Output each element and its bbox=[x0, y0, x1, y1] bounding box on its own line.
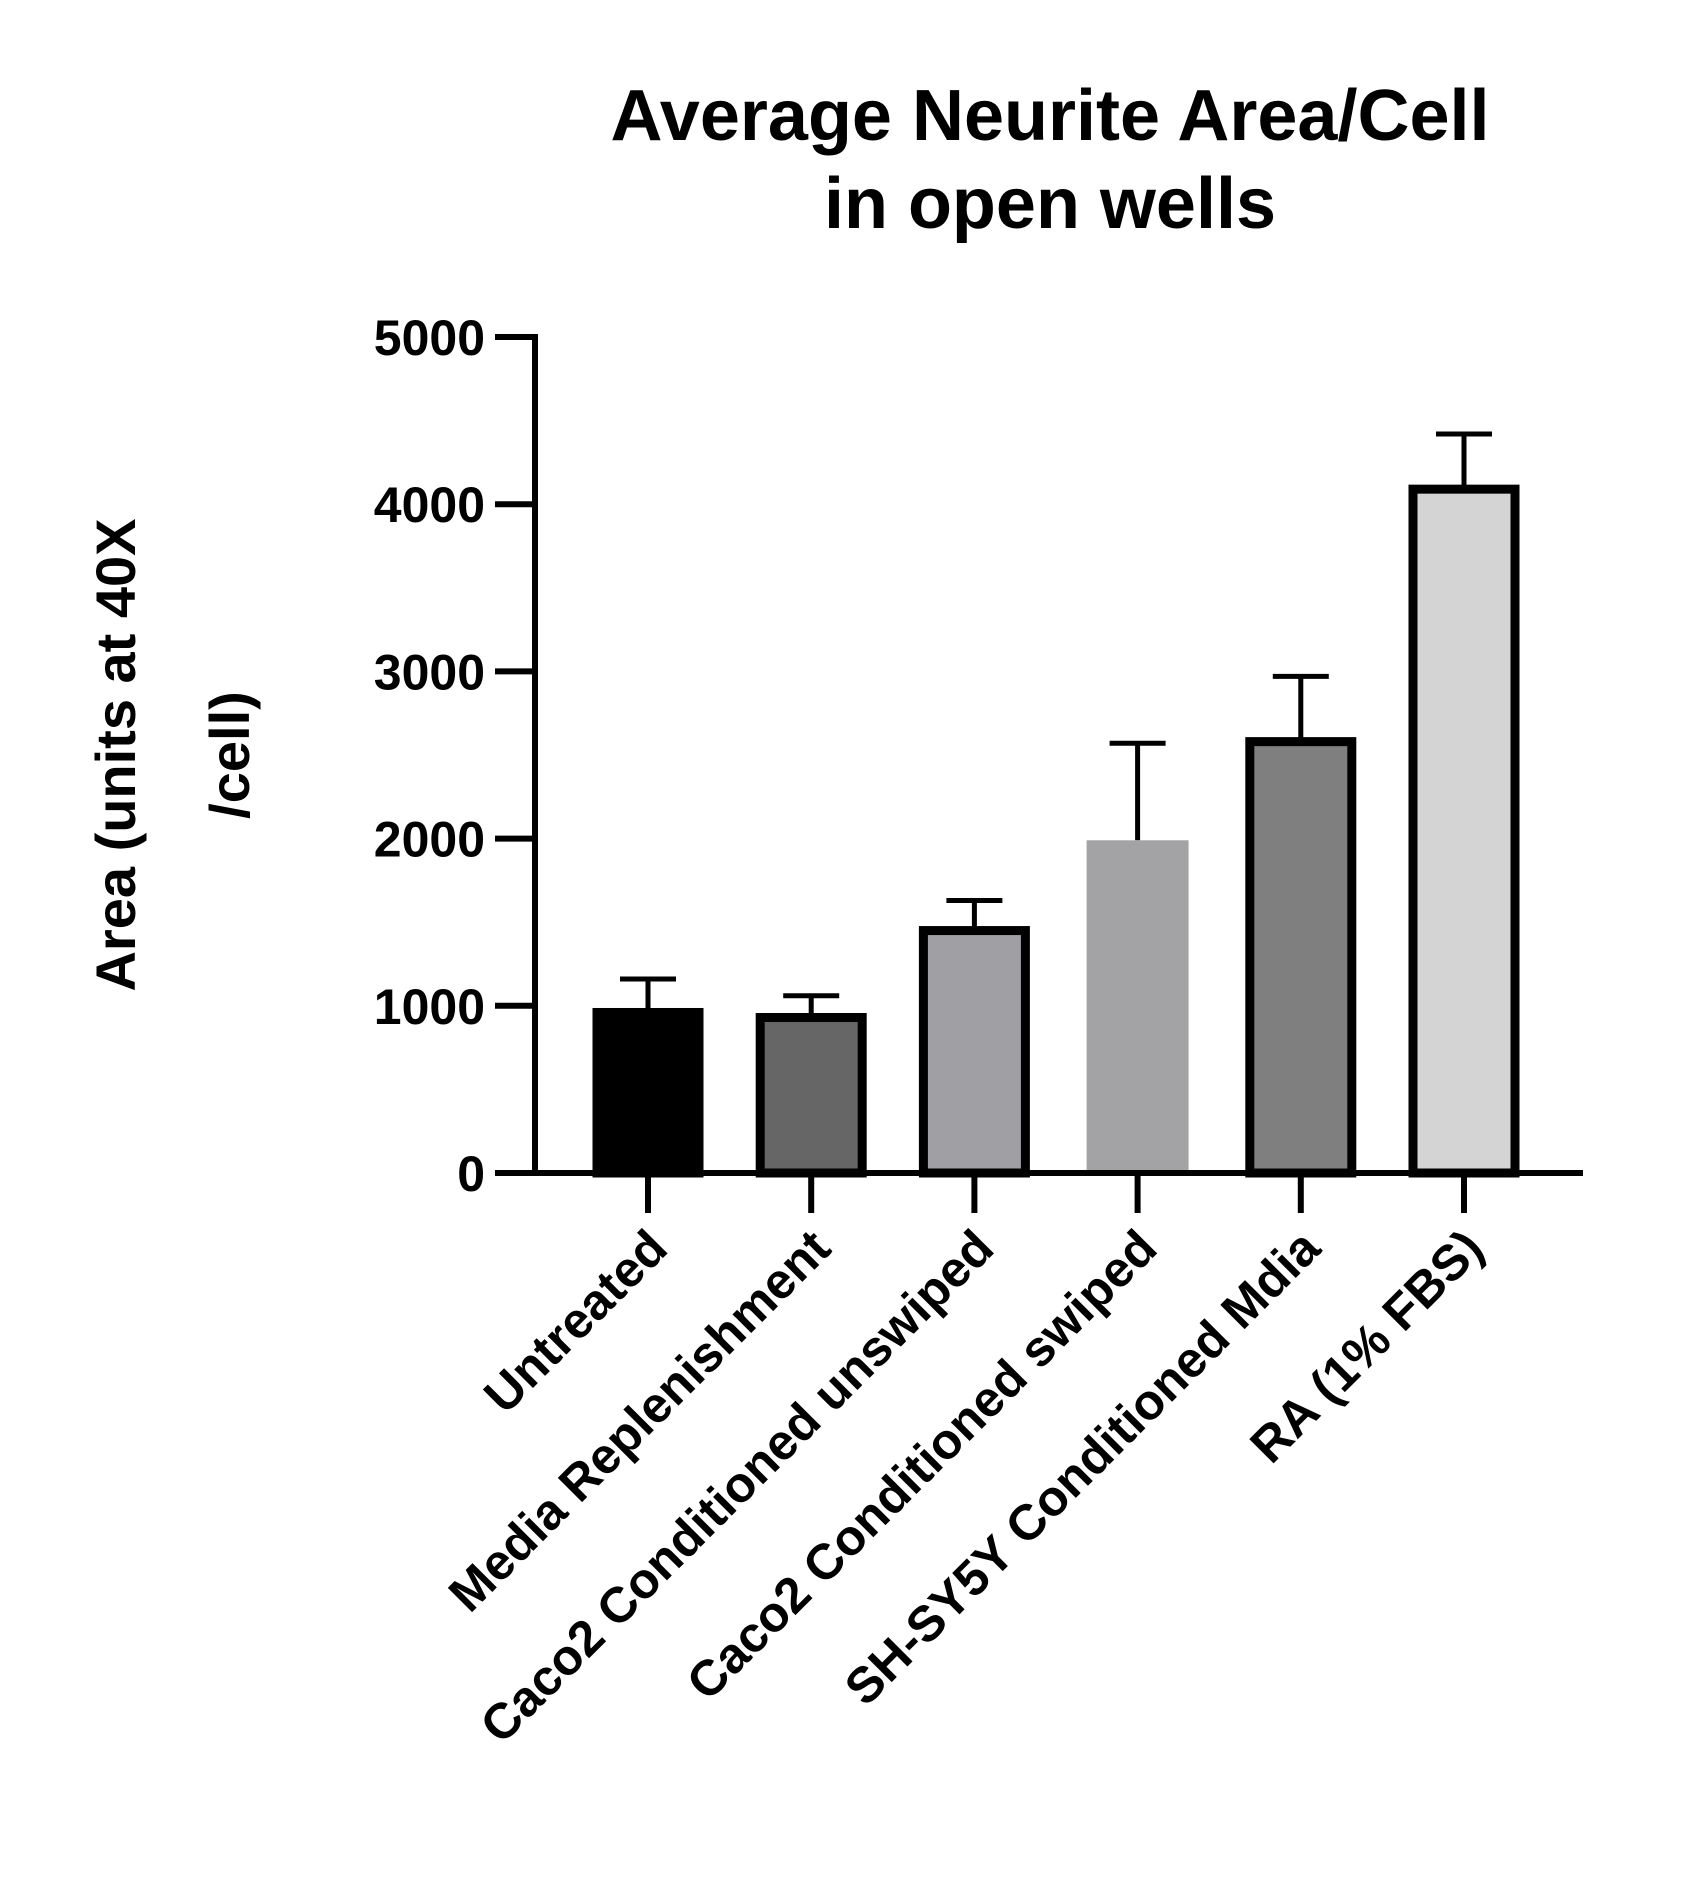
chart-title: Average Neurite Area/Cell in open wells bbox=[610, 76, 1489, 244]
y-axis-label-line-1: Area (units at 40X bbox=[84, 518, 147, 991]
y-tick-label: 1000 bbox=[374, 979, 485, 1035]
bar bbox=[1408, 484, 1520, 1178]
bar bbox=[592, 1007, 704, 1178]
y-tick-label: 5000 bbox=[374, 310, 485, 366]
y-tick-label: 0 bbox=[457, 1146, 485, 1202]
bar bbox=[755, 1013, 867, 1178]
chart-title-line-2: in open wells bbox=[824, 164, 1276, 244]
y-tick-label: 4000 bbox=[374, 477, 485, 533]
bar bbox=[1086, 840, 1189, 1173]
y-axis-label: Area (units at 40X /cell) bbox=[84, 518, 261, 991]
y-tick-label: 3000 bbox=[374, 644, 485, 700]
bar bbox=[918, 926, 1030, 1178]
y-axis-label-line-2: /cell) bbox=[198, 691, 261, 819]
y-tick-label: 2000 bbox=[374, 812, 485, 868]
bar bbox=[1245, 737, 1357, 1178]
chart-title-line-1: Average Neurite Area/Cell bbox=[610, 76, 1489, 156]
